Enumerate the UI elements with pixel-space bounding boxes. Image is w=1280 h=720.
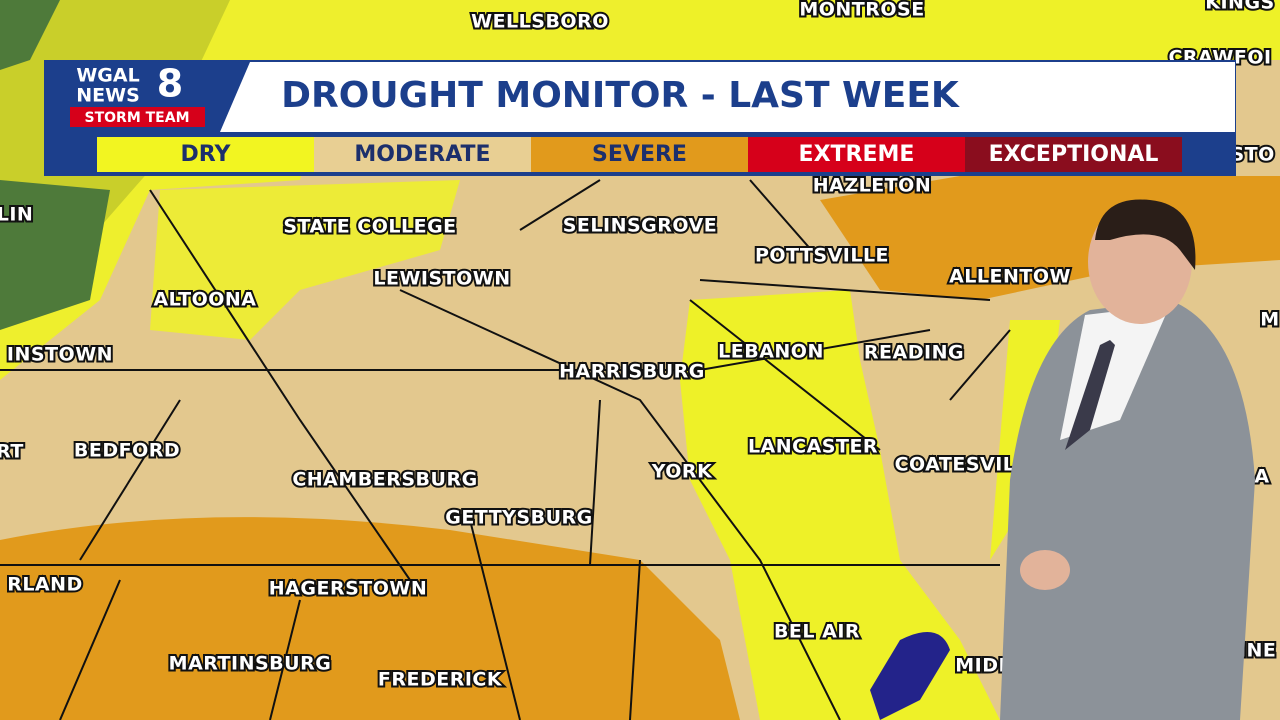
legend-label: MODERATE [354,142,490,167]
logo-tag: STORM TEAM [85,110,190,126]
city-label: GETTYSBURG [445,507,593,529]
city-label: LIN [0,204,33,226]
logo-line1: WGAL [76,65,139,87]
city-label: RLAND [7,574,83,596]
city-label: LANCASTER [748,436,878,458]
legend: DRY MODERATE SEVERE EXTREME EXCEPTIONAL [97,137,1182,172]
city-label: KINGS [1205,0,1274,14]
city-label: STATE COLLEGE [283,216,456,238]
city-label: RT [0,441,24,463]
city-label: LEWISTOWN [373,268,510,290]
city-label: A [1254,466,1269,488]
city-labels: WELLSBORO MONTROSE KINGS CRAWFOI ROYSTO … [0,0,1280,693]
legend-swatch [97,137,314,172]
presenter [1000,199,1255,720]
city-label: M [1260,309,1279,331]
city-label: FREDERICK [378,669,503,691]
city-label: WELLSBORO [471,11,609,33]
legend-label: DRY [181,142,232,167]
legend-swatch [531,137,748,172]
banner: DROUGHT MONITOR - LAST WEEK WGAL NEWS 8 … [44,60,1236,176]
city-label: CHAMBERSBURG [292,469,477,491]
logo-number: 8 [157,62,183,106]
city-label: YORK [651,461,713,483]
legend-label: EXCEPTIONAL [989,142,1159,167]
legend-swatch [314,137,531,172]
city-label: LEBANON [718,341,824,363]
city-label: COATESVIL [895,454,1016,476]
city-label: HARRISBURG [559,361,705,383]
legend-label: SEVERE [592,142,687,167]
city-label: INSTOWN [7,344,113,366]
city-label: SELINSGROVE [563,215,717,237]
legend-swatch [965,137,1182,172]
city-label: POTTSVILLE [755,245,889,267]
city-label: BEDFORD [74,440,180,462]
legend-swatch [748,137,965,172]
city-label: MONTROSE [799,0,924,21]
city-label: HAGERSTOWN [269,578,427,600]
legend-label: EXTREME [799,142,915,167]
city-label: BEL AIR [774,621,860,643]
city-label: READING [864,342,964,364]
city-label: HAZLETON [813,175,931,197]
city-label: ALLENTOW [949,266,1071,288]
city-label: MARTINSBURG [169,653,332,675]
logo-line2: NEWS [76,85,140,107]
city-label: ALTOONA [153,289,256,311]
title: DROUGHT MONITOR - LAST WEEK [281,75,960,116]
